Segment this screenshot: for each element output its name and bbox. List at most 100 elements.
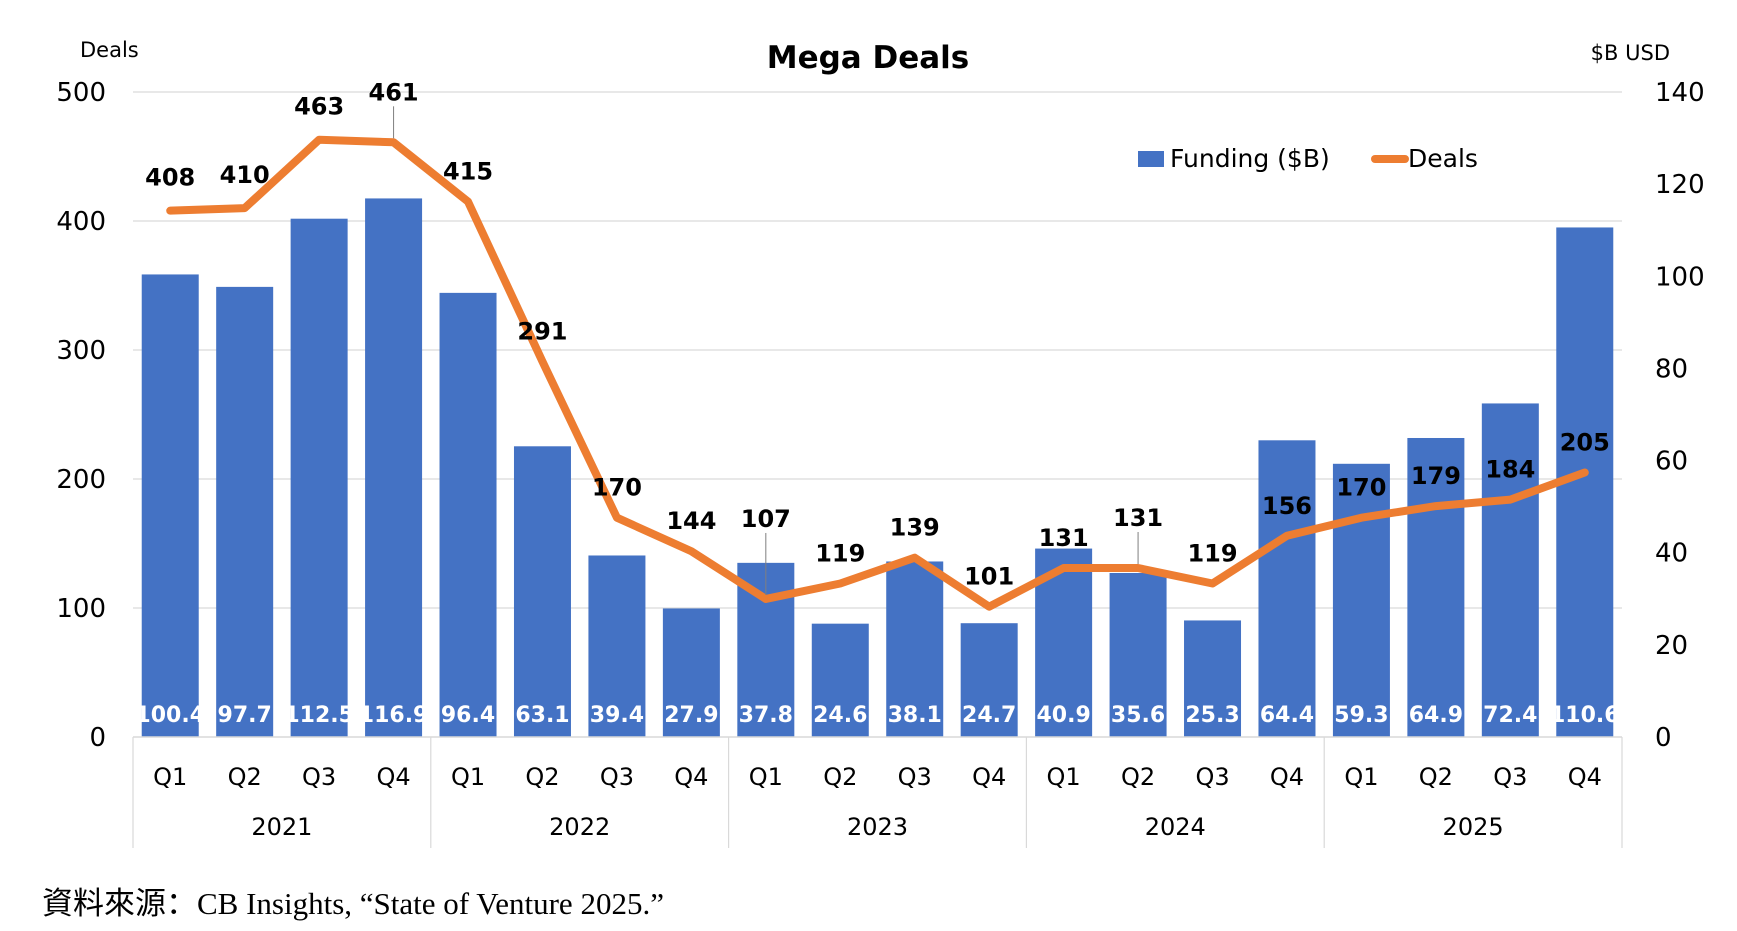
deals-point — [466, 199, 471, 204]
funding-value-label: 72.4 — [1483, 703, 1537, 728]
year-label: 2022 — [549, 813, 610, 841]
deals-point — [838, 581, 843, 586]
deals-value-label: 291 — [517, 318, 567, 346]
quarter-label: Q3 — [600, 763, 634, 791]
year-label: 2025 — [1443, 813, 1504, 841]
funding-value-label: 25.3 — [1185, 703, 1239, 728]
deals-value-label: 184 — [1485, 456, 1535, 484]
deals-value-label: 101 — [964, 563, 1014, 591]
deals-point — [1508, 497, 1513, 502]
funding-value-label: 39.4 — [590, 703, 644, 728]
quarter-label: Q3 — [302, 763, 336, 791]
deals-point — [1359, 515, 1364, 520]
right-axis-tick-label: 100 — [1655, 262, 1705, 292]
right-axis-tick-label: 40 — [1655, 539, 1688, 569]
data-labels: 100.4 97.7 112.5 116.9 96.4 63.1 39.4 27.9 37.8 2… — [135, 78, 1619, 728]
quarter-label: Q3 — [1493, 763, 1527, 791]
left-axis-tick-label: 500 — [56, 78, 106, 108]
quarter-label: Q1 — [1047, 763, 1081, 791]
deals-point — [689, 549, 694, 554]
legend-funding-swatch — [1138, 151, 1164, 167]
quarter-label: Q1 — [1344, 763, 1378, 791]
funding-bar — [141, 274, 199, 737]
source-note: 資料來源：CB Insights, “State of Venture 2025… — [42, 886, 664, 921]
deals-value-label: 107 — [741, 505, 791, 533]
quarter-label: Q4 — [1270, 763, 1304, 791]
deals-value-label: 170 — [592, 474, 642, 502]
year-label: 2024 — [1145, 813, 1206, 841]
deals-point — [317, 137, 322, 142]
deals-point — [391, 140, 396, 145]
deals-point — [987, 604, 992, 609]
funding-value-label: 112.5 — [284, 703, 354, 728]
deals-value-label: 119 — [1187, 539, 1237, 567]
quarter-label: Q4 — [674, 763, 708, 791]
funding-bar — [1184, 620, 1242, 737]
funding-value-label: 63.1 — [515, 703, 569, 728]
legend-deals-label: Deals — [1408, 144, 1478, 173]
funding-bar — [365, 198, 423, 738]
funding-bar — [662, 608, 720, 737]
deals-value-label: 205 — [1560, 429, 1610, 457]
funding-bar — [1332, 463, 1390, 737]
mega-deals-chart: 100.4 97.7 112.5 116.9 96.4 63.1 39.4 27.9 37.8 2… — [56, 38, 1705, 848]
right-axis-tick-label: 60 — [1655, 447, 1688, 477]
left-axis-tick-label: 100 — [56, 594, 106, 624]
quarter-label: Q4 — [972, 763, 1006, 791]
chart-title: Mega Deals — [767, 40, 970, 76]
funding-bar — [439, 292, 497, 737]
deals-value-label: 156 — [1262, 492, 1312, 520]
deals-value-label: 131 — [1113, 504, 1163, 532]
legend-funding-label: Funding ($B) — [1170, 144, 1330, 173]
deals-value-label: 461 — [369, 78, 419, 106]
funding-bar — [886, 561, 944, 737]
quarter-label: Q2 — [1121, 763, 1155, 791]
right-axis-tick-label: 140 — [1655, 78, 1705, 108]
deals-line-path — [166, 135, 1589, 611]
funding-value-label: 24.6 — [813, 703, 867, 728]
funding-value-label: 64.4 — [1260, 703, 1314, 728]
gridlines — [133, 91, 1622, 609]
deals-value-label: 408 — [145, 164, 195, 192]
deals-line — [166, 135, 1589, 611]
funding-value-label: 64.9 — [1409, 703, 1463, 728]
axes: 0 100 200 300 400 500 0 20 40 60 80 100 120 140 Q1 Q2 Q3… — [56, 78, 1705, 848]
deals-point — [540, 359, 545, 364]
quarter-label: Q2 — [228, 763, 262, 791]
right-axis-tick-label: 20 — [1655, 631, 1688, 661]
quarter-label: Q4 — [376, 763, 410, 791]
funding-bar — [1481, 403, 1539, 737]
funding-value-label: 100.4 — [135, 703, 205, 728]
left-axis-tick-label: 300 — [56, 336, 106, 366]
year-label: 2021 — [251, 813, 312, 841]
funding-value-label: 40.9 — [1036, 703, 1090, 728]
deals-point — [1284, 533, 1289, 538]
quarter-label: Q1 — [749, 763, 783, 791]
deals-value-label: 179 — [1411, 462, 1461, 490]
funding-value-label: 116.9 — [359, 703, 429, 728]
deals-point — [1582, 470, 1587, 475]
funding-bar — [960, 623, 1018, 737]
funding-bar — [1258, 440, 1316, 737]
funding-value-label: 35.6 — [1111, 703, 1165, 728]
quarter-label: Q2 — [525, 763, 559, 791]
funding-value-label: 96.4 — [441, 703, 495, 728]
quarter-label: Q3 — [898, 763, 932, 791]
funding-bar — [513, 446, 571, 737]
deals-value-label: 410 — [220, 161, 270, 189]
deals-point — [168, 208, 173, 213]
deals-point — [1433, 504, 1438, 509]
deals-value-label: 119 — [815, 539, 865, 567]
left-axis-tick-label: 200 — [56, 465, 106, 495]
right-axis-title: $B USD — [1591, 41, 1670, 65]
deals-value-label: 415 — [443, 158, 493, 186]
deals-point — [614, 515, 619, 520]
quarter-label: Q2 — [823, 763, 857, 791]
deals-point — [912, 555, 917, 560]
funding-bar — [588, 555, 646, 737]
funding-bar — [1109, 572, 1167, 737]
funding-bar — [811, 623, 869, 737]
deals-value-label: 170 — [1336, 474, 1386, 502]
deals-point — [242, 206, 247, 211]
deals-point — [1210, 581, 1215, 586]
